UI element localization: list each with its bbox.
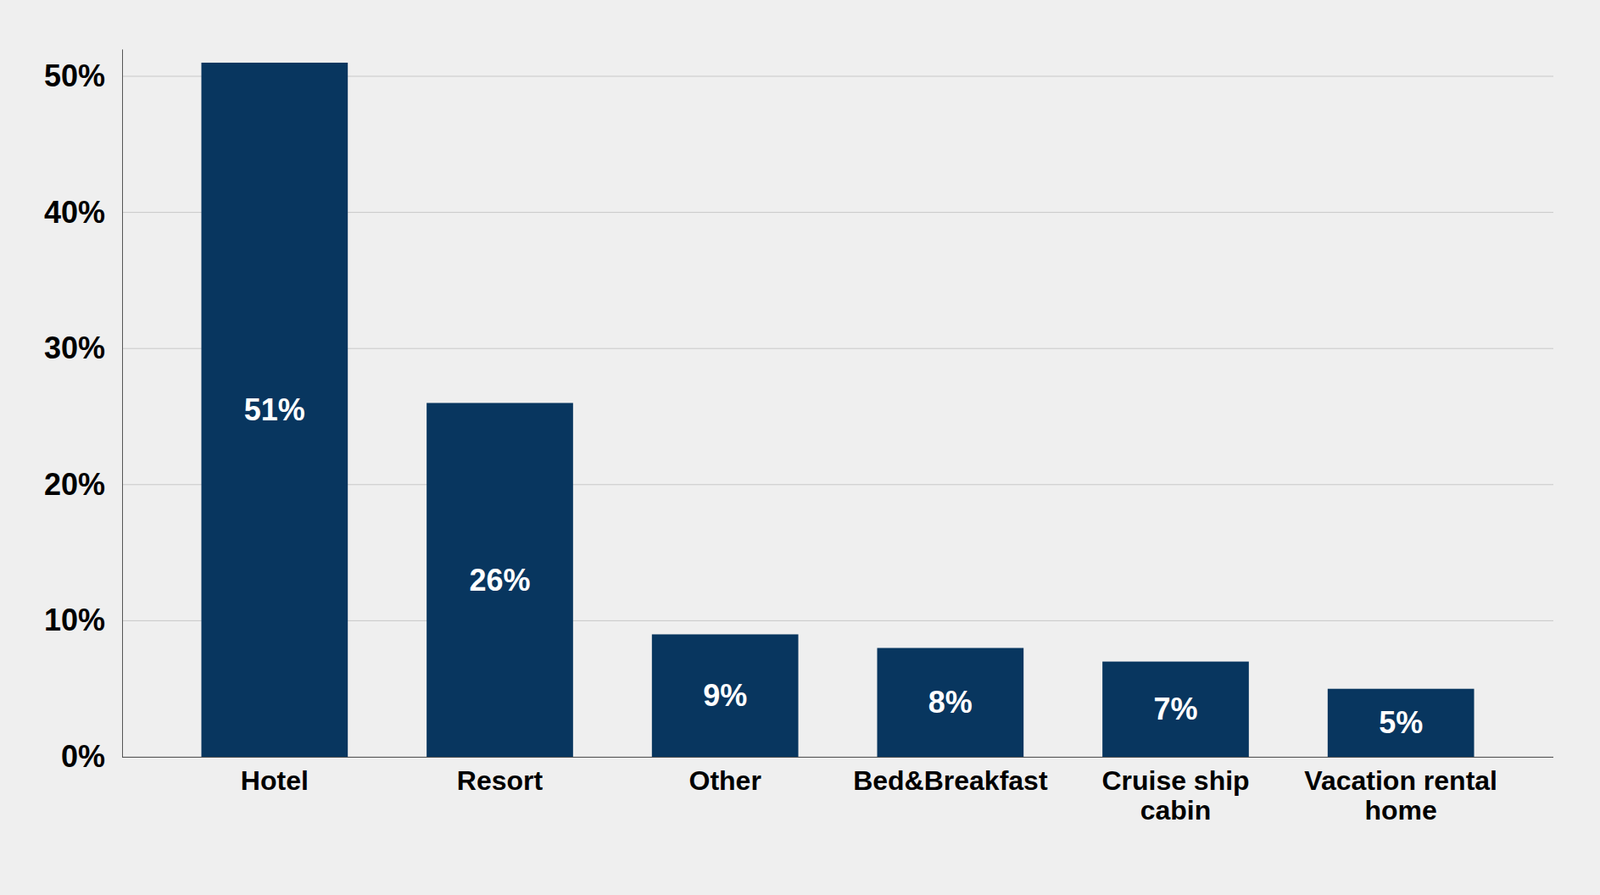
bars xyxy=(200,62,1474,758)
x-tick-label-line: cabin xyxy=(1140,795,1212,826)
x-tick-label-line: home xyxy=(1364,795,1437,826)
x-tick-label: Hotel xyxy=(240,765,309,797)
data-label: 51% xyxy=(244,392,306,428)
data-label: 8% xyxy=(928,685,973,720)
y-tick: 40% xyxy=(44,195,123,230)
x-tick: Other xyxy=(688,757,761,797)
data-labels: 51% 26% 9% 8% 7% 5% xyxy=(244,392,1423,741)
data-label: 9% xyxy=(702,678,748,714)
x-tick-label: Cruise shipcabin xyxy=(1101,765,1249,826)
y-tick-label: 20% xyxy=(44,467,106,502)
background xyxy=(0,0,1600,895)
bar xyxy=(426,402,574,758)
x-axis-line xyxy=(122,757,1554,759)
chart: 0% 10% 20% 30% 40% 50% Hotel Resort Other Bed&Bre… xyxy=(0,0,1600,895)
bar xyxy=(200,62,348,758)
x-tick: Cruise shipcabin xyxy=(1101,757,1249,826)
x-tick: Bed&Breakfast xyxy=(852,757,1049,797)
bar xyxy=(1102,662,1249,758)
x-tick: Hotel xyxy=(240,757,309,797)
y-tick-label: 10% xyxy=(44,602,106,638)
y-tick-label: 40% xyxy=(44,195,106,230)
bar xyxy=(876,648,1024,758)
y-tick-label: 30% xyxy=(44,330,106,366)
y-tick: 50% xyxy=(44,58,123,94)
x-tick-label-line: Cruise ship xyxy=(1101,765,1249,797)
data-label: 7% xyxy=(1153,691,1198,727)
bar xyxy=(652,634,799,758)
x-tick: Resort xyxy=(457,757,544,797)
x-tick-label: Resort xyxy=(457,765,544,797)
y-tick-label: 50% xyxy=(44,58,106,94)
y-tick: 30% xyxy=(44,330,123,366)
x-tick-label: Bed&Breakfast xyxy=(852,765,1049,797)
x-tick-label-line: Vacation rental xyxy=(1304,765,1498,797)
y-axis: 0% 10% 20% 30% 40% 50% xyxy=(44,49,123,775)
y-tick: 0% xyxy=(61,739,123,775)
y-tick: 20% xyxy=(44,467,123,502)
data-label: 5% xyxy=(1378,705,1423,741)
data-label: 26% xyxy=(468,563,530,598)
bar xyxy=(1327,689,1475,758)
y-tick: 10% xyxy=(44,602,123,638)
x-axis: Hotel Resort Other Bed&Breakfast Cruise ship… xyxy=(122,757,1554,826)
y-tick-label: 0% xyxy=(61,739,106,775)
x-tick: Vacation rentalhome xyxy=(1304,757,1498,826)
x-tick-label: Other xyxy=(688,765,761,797)
y-axis-line xyxy=(122,49,123,758)
x-tick-label: Vacation rentalhome xyxy=(1304,765,1498,826)
